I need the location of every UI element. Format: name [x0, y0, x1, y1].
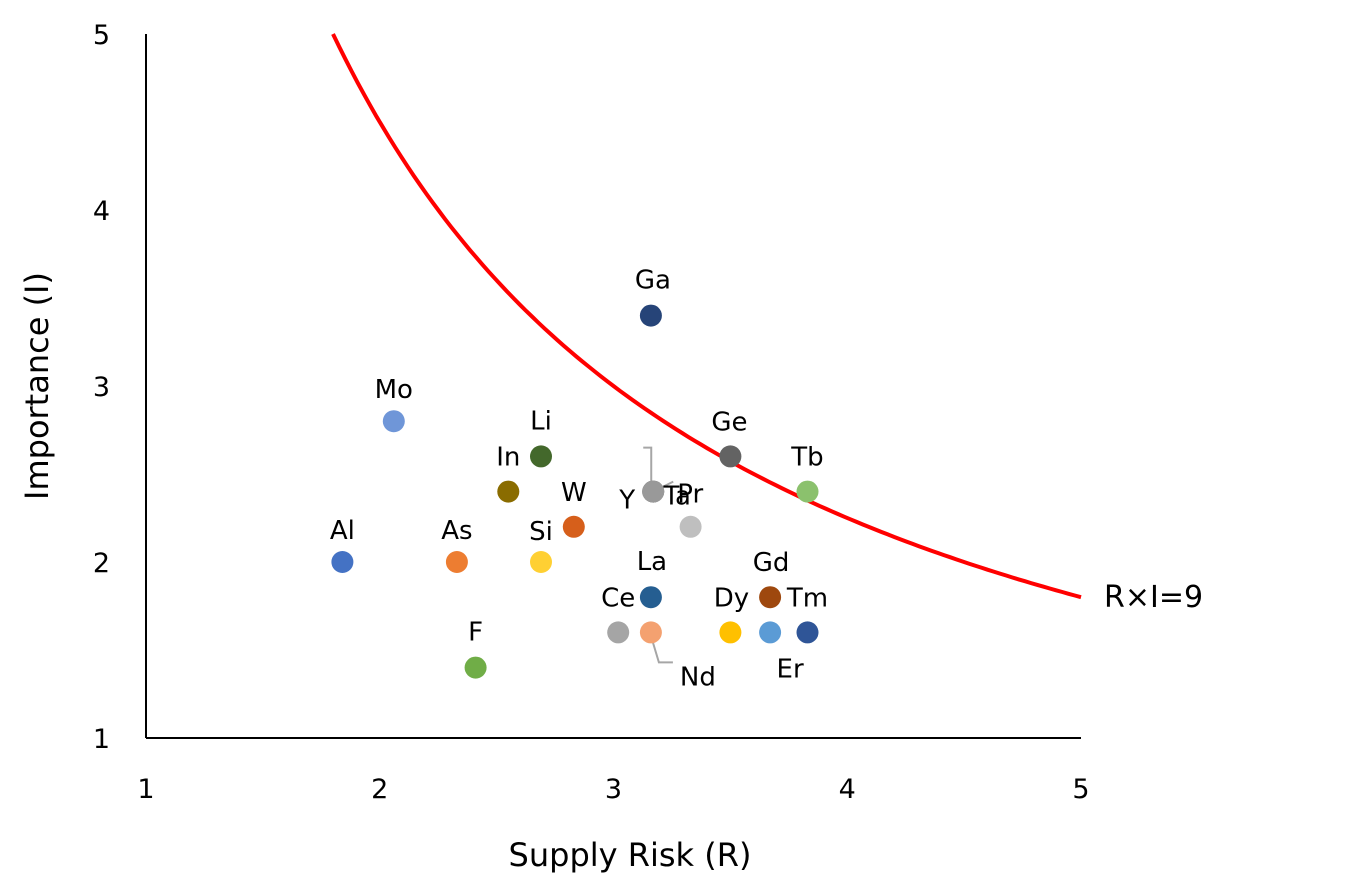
y-tick-label: 4 [93, 196, 110, 227]
point-tm [796, 621, 819, 644]
point-label-er: Er [777, 654, 804, 684]
leader-line-y [643, 446, 653, 486]
y-tick-label: 1 [93, 724, 110, 755]
x-tick-labels: 1 2 3 4 5 [137, 774, 1089, 805]
point-w [562, 515, 585, 538]
point-er [759, 621, 782, 644]
point-label-y: Y [618, 486, 635, 516]
point-ga [639, 304, 662, 327]
point-label-nd: Nd [680, 662, 716, 692]
point-f [464, 656, 487, 679]
x-tick-label: 4 [839, 774, 856, 805]
point-label-tm: Tm [786, 583, 828, 613]
point-la [639, 586, 662, 609]
y-tick-label: 3 [93, 372, 110, 403]
point-label-in: In [496, 443, 520, 473]
point-label-si: Si [529, 517, 553, 547]
point-mo [382, 410, 405, 433]
y-tick-labels: 1 2 3 4 5 [93, 20, 110, 755]
x-tick-label: 1 [137, 774, 154, 805]
point-label-dy: Dy [714, 583, 749, 613]
point-in [497, 480, 520, 503]
point-label-w: W [561, 478, 587, 508]
point-label-mo: Mo [375, 375, 413, 405]
point-pr [642, 480, 665, 503]
point-label-li: Li [530, 406, 552, 436]
point-label-tb: Tb [790, 443, 823, 473]
x-tick-label: 5 [1072, 774, 1089, 805]
point-label-ta: Ta [662, 482, 691, 512]
x-axis-title: Supply Risk (R) [509, 836, 752, 874]
point-label-ce: Ce [601, 583, 635, 613]
data-points [331, 304, 819, 679]
point-label-la: La [637, 547, 667, 577]
point-label-pr: Pr [677, 480, 703, 510]
y-tick-label: 2 [93, 548, 110, 579]
point-gd [759, 586, 782, 609]
leader-line-nd [651, 642, 673, 664]
point-label-gd: Gd [753, 548, 790, 578]
y-axis-title: Importance (I) [18, 272, 56, 500]
point-label-as: As [441, 516, 472, 546]
point-label-ge: Ge [711, 407, 747, 437]
point-ce [607, 621, 630, 644]
axes [145, 34, 1081, 739]
point-si [530, 551, 552, 573]
x-tick-label: 3 [605, 774, 622, 805]
point-label-f: F [468, 618, 483, 648]
curve-label: R×I=9 [1104, 580, 1203, 615]
point-dy [719, 621, 742, 644]
point-label-ga: Ga [635, 266, 671, 296]
point-li [530, 445, 552, 468]
point-as [445, 551, 468, 573]
y-tick-label: 5 [93, 20, 110, 51]
point-label-al: Al [330, 516, 355, 546]
point-unlabeled [679, 515, 702, 538]
point-tb [796, 480, 819, 503]
risk-importance-curve [331, 33, 1082, 600]
point-ge [719, 445, 742, 468]
point-al [331, 551, 354, 573]
x-tick-label: 2 [371, 774, 388, 805]
point-nd [639, 621, 662, 644]
